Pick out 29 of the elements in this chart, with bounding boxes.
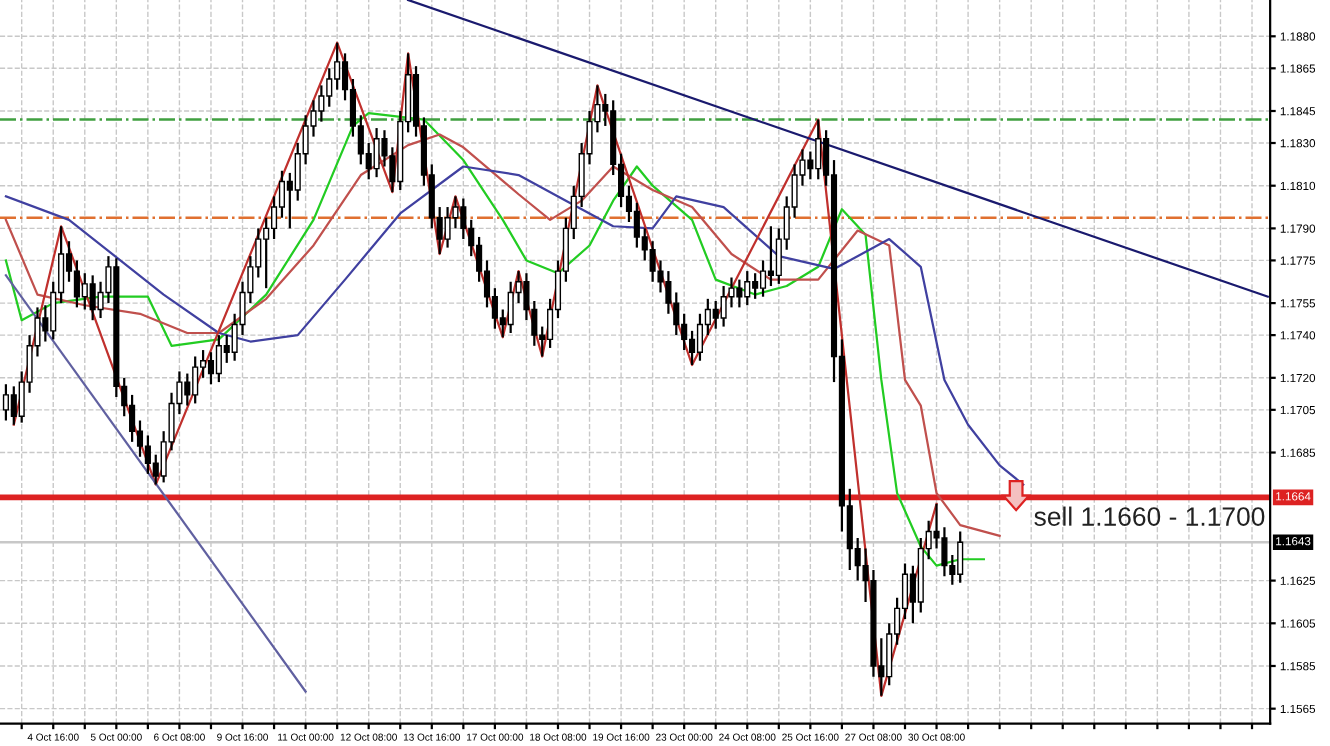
annotation: sell 1.1660 - 1.1700 [1034, 506, 1265, 526]
candlestick [89, 274, 96, 322]
candlestick [184, 372, 191, 407]
candlestick [326, 67, 333, 108]
candlestick [633, 201, 640, 249]
candlestick [207, 351, 215, 386]
candlestick [129, 393, 136, 443]
candlestick [334, 41, 341, 91]
candlestick [73, 259, 80, 309]
candlestick [815, 118, 822, 181]
candlestick [752, 272, 759, 300]
candlestick [712, 299, 719, 330]
candlestick [696, 312, 704, 362]
candlestick [957, 530, 964, 584]
candlestick [744, 269, 751, 307]
candlestick [192, 355, 199, 405]
candlestick [373, 126, 380, 179]
candlestick [144, 434, 151, 475]
candlestick [759, 259, 767, 298]
candlestick [688, 329, 696, 367]
candlestick [2, 383, 9, 422]
candlestick [10, 385, 17, 426]
candlestick [81, 272, 88, 311]
candlestick [720, 284, 727, 328]
candlestick [767, 225, 774, 288]
line-series [12, 41, 938, 697]
candlestick [460, 197, 467, 241]
candlestick [736, 278, 743, 309]
candlestick [215, 334, 222, 384]
